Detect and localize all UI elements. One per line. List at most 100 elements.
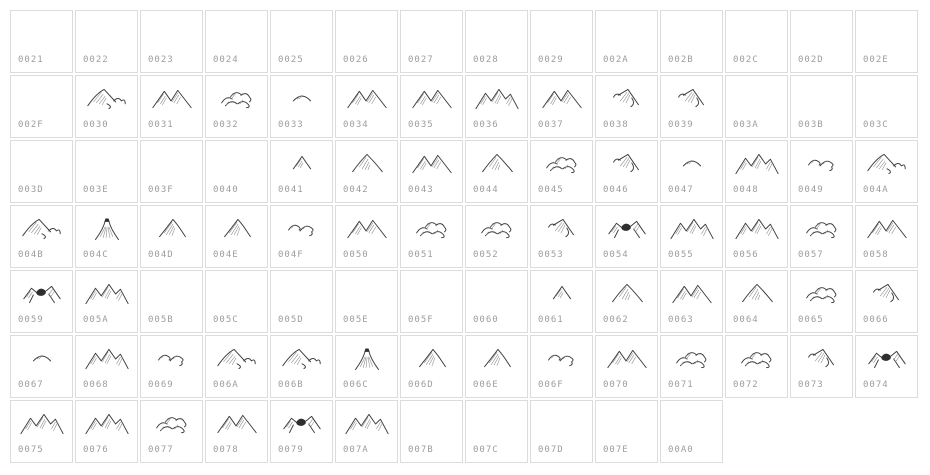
glyph-cell-0069[interactable]: 0069	[140, 335, 203, 398]
glyph-cell-0055[interactable]: 0055	[660, 205, 723, 268]
glyph-cell-0067[interactable]: 0067	[10, 335, 73, 398]
glyph-cell-0061[interactable]: 0061	[530, 270, 593, 333]
glyph-cell-004B[interactable]: 004B	[10, 205, 73, 268]
glyph-cell-0065[interactable]: 0065	[790, 270, 853, 333]
glyph-cell-0058[interactable]: 0058	[855, 205, 918, 268]
glyph-cell-0051[interactable]: 0051	[400, 205, 463, 268]
glyph-cell-0043[interactable]: 0043	[400, 140, 463, 203]
glyph-cell-0030[interactable]: 0030	[75, 75, 138, 138]
glyph-code-label: 002B	[668, 55, 694, 65]
glyph-code-label: 007A	[343, 445, 369, 455]
glyph-cell-007C[interactable]: 007C	[465, 400, 528, 463]
glyph-cell-0072[interactable]: 0072	[725, 335, 788, 398]
glyph-cell-0031[interactable]: 0031	[140, 75, 203, 138]
glyph-cell-0021[interactable]: 0021	[10, 10, 73, 73]
glyph-cell-0052[interactable]: 0052	[465, 205, 528, 268]
glyph-cell-0044[interactable]: 0044	[465, 140, 528, 203]
glyph-cell-002F[interactable]: 002F	[10, 75, 73, 138]
glyph-cell-0070[interactable]: 0070	[595, 335, 658, 398]
glyph-cell-0071[interactable]: 0071	[660, 335, 723, 398]
glyph-cell-0022[interactable]: 0022	[75, 10, 138, 73]
glyph-cell-0057[interactable]: 0057	[790, 205, 853, 268]
glyph-cell-0077[interactable]: 0077	[140, 400, 203, 463]
glyph-cell-005A[interactable]: 005A	[75, 270, 138, 333]
glyph-cell-002B[interactable]: 002B	[660, 10, 723, 73]
glyph-cell-0027[interactable]: 0027	[400, 10, 463, 73]
glyph-cell-005F[interactable]: 005F	[400, 270, 463, 333]
glyph-cell-0040[interactable]: 0040	[205, 140, 268, 203]
glyph-cell-006F[interactable]: 006F	[530, 335, 593, 398]
glyph-cell-0063[interactable]: 0063	[660, 270, 723, 333]
glyph-cell-004D[interactable]: 004D	[140, 205, 203, 268]
glyph-cell-0033[interactable]: 0033	[270, 75, 333, 138]
glyph-cell-0074[interactable]: 0074	[855, 335, 918, 398]
glyph-cell-002A[interactable]: 002A	[595, 10, 658, 73]
glyph-cell-0049[interactable]: 0049	[790, 140, 853, 203]
glyph-code-label: 0021	[18, 55, 44, 65]
glyph-cell-0046[interactable]: 0046	[595, 140, 658, 203]
glyph-cell-0025[interactable]: 0025	[270, 10, 333, 73]
glyph-cell-0064[interactable]: 0064	[725, 270, 788, 333]
glyph-cell-003F[interactable]: 003F	[140, 140, 203, 203]
glyph-cell-006E[interactable]: 006E	[465, 335, 528, 398]
glyph-cell-003C[interactable]: 003C	[855, 75, 918, 138]
glyph-cell-0075[interactable]: 0075	[10, 400, 73, 463]
glyph-cell-0050[interactable]: 0050	[335, 205, 398, 268]
glyph-cell-006B[interactable]: 006B	[270, 335, 333, 398]
glyph-cell-0045[interactable]: 0045	[530, 140, 593, 203]
glyph-cell-0028[interactable]: 0028	[465, 10, 528, 73]
glyph-cell-0078[interactable]: 0078	[205, 400, 268, 463]
glyph-cell-007E[interactable]: 007E	[595, 400, 658, 463]
glyph-cell-0068[interactable]: 0068	[75, 335, 138, 398]
glyph-cell-0056[interactable]: 0056	[725, 205, 788, 268]
glyph-cell-0062[interactable]: 0062	[595, 270, 658, 333]
glyph-cell-0038[interactable]: 0038	[595, 75, 658, 138]
glyph-cell-0076[interactable]: 0076	[75, 400, 138, 463]
glyph-cell-0032[interactable]: 0032	[205, 75, 268, 138]
glyph-cell-003B[interactable]: 003B	[790, 75, 853, 138]
glyph-cell-0073[interactable]: 0073	[790, 335, 853, 398]
glyph-code-label: 0031	[148, 120, 174, 130]
glyph-cell-0024[interactable]: 0024	[205, 10, 268, 73]
glyph-cell-006D[interactable]: 006D	[400, 335, 463, 398]
glyph-cell-0037[interactable]: 0037	[530, 75, 593, 138]
glyph-cell-002C[interactable]: 002C	[725, 10, 788, 73]
glyph-cell-004E[interactable]: 004E	[205, 205, 268, 268]
glyph-cell-0060[interactable]: 0060	[465, 270, 528, 333]
glyph-code-label: 004B	[18, 250, 44, 260]
glyph-cell-0066[interactable]: 0066	[855, 270, 918, 333]
glyph-cell-004A[interactable]: 004A	[855, 140, 918, 203]
glyph-cell-0041[interactable]: 0041	[270, 140, 333, 203]
glyph-cell-005E[interactable]: 005E	[335, 270, 398, 333]
glyph-cell-005D[interactable]: 005D	[270, 270, 333, 333]
glyph-cell-0042[interactable]: 0042	[335, 140, 398, 203]
glyph-cell-007A[interactable]: 007A	[335, 400, 398, 463]
glyph-cell-002E[interactable]: 002E	[855, 10, 918, 73]
glyph-cell-007B[interactable]: 007B	[400, 400, 463, 463]
glyph-cell-0026[interactable]: 0026	[335, 10, 398, 73]
glyph-cell-0079[interactable]: 0079	[270, 400, 333, 463]
glyph-cell-0048[interactable]: 0048	[725, 140, 788, 203]
glyph-cell-0034[interactable]: 0034	[335, 75, 398, 138]
glyph-cell-0054[interactable]: 0054	[595, 205, 658, 268]
glyph-cell-004C[interactable]: 004C	[75, 205, 138, 268]
glyph-cell-004F[interactable]: 004F	[270, 205, 333, 268]
glyph-cell-0029[interactable]: 0029	[530, 10, 593, 73]
glyph-cell-0023[interactable]: 0023	[140, 10, 203, 73]
glyph-cell-005C[interactable]: 005C	[205, 270, 268, 333]
glyph-cell-003D[interactable]: 003D	[10, 140, 73, 203]
glyph-cell-002D[interactable]: 002D	[790, 10, 853, 73]
glyph-cell-0036[interactable]: 0036	[465, 75, 528, 138]
glyph-cell-005B[interactable]: 005B	[140, 270, 203, 333]
glyph-cell-003A[interactable]: 003A	[725, 75, 788, 138]
glyph-cell-003E[interactable]: 003E	[75, 140, 138, 203]
glyph-cell-0047[interactable]: 0047	[660, 140, 723, 203]
glyph-cell-0035[interactable]: 0035	[400, 75, 463, 138]
glyph-cell-006C[interactable]: 006C	[335, 335, 398, 398]
glyph-cell-0059[interactable]: 0059	[10, 270, 73, 333]
glyph-cell-007D[interactable]: 007D	[530, 400, 593, 463]
glyph-cell-006A[interactable]: 006A	[205, 335, 268, 398]
glyph-cell-0039[interactable]: 0039	[660, 75, 723, 138]
glyph-cell-0053[interactable]: 0053	[530, 205, 593, 268]
glyph-cell-00A0[interactable]: 00A0	[660, 400, 723, 463]
